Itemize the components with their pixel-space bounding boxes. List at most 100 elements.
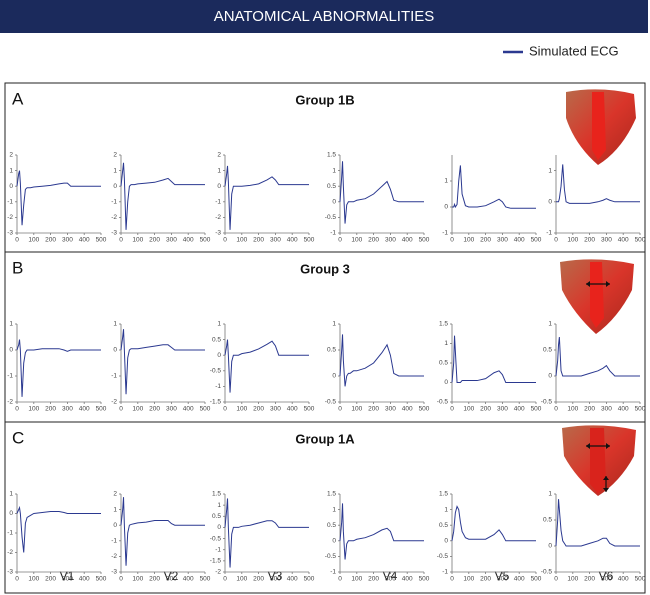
x-tick-label: 0 bbox=[223, 237, 227, 244]
ecg-line bbox=[120, 329, 205, 395]
x-tick-label: 400 bbox=[514, 406, 525, 413]
y-tick-label: -2 bbox=[7, 549, 13, 556]
x-tick-label: 200 bbox=[149, 576, 160, 583]
y-tick-label: 0 bbox=[444, 538, 448, 545]
x-tick-label: 0 bbox=[338, 406, 342, 413]
y-tick-label: -1 bbox=[546, 230, 552, 237]
y-tick-label: -2 bbox=[7, 399, 13, 406]
y-tick-label: 0.5 bbox=[327, 183, 336, 190]
x-tick-label: 500 bbox=[96, 576, 107, 583]
y-tick-label: 1 bbox=[217, 321, 221, 328]
y-tick-label: 1 bbox=[113, 167, 117, 174]
y-tick-label: 0.5 bbox=[439, 522, 448, 529]
x-tick-label: 200 bbox=[253, 237, 264, 244]
x-tick-label: 400 bbox=[183, 406, 194, 413]
x-tick-label: 100 bbox=[351, 237, 362, 244]
x-tick-label: 0 bbox=[554, 237, 558, 244]
x-tick-label: 300 bbox=[385, 237, 396, 244]
y-tick-label: -1 bbox=[7, 530, 13, 537]
x-tick-label: 400 bbox=[402, 576, 413, 583]
ecg-line bbox=[120, 497, 205, 566]
header-title: ANATOMICAL ABNORMALITIES bbox=[214, 8, 435, 25]
y-tick-label: 0 bbox=[444, 204, 448, 211]
y-tick-label: -1 bbox=[111, 373, 117, 380]
x-tick-label: 100 bbox=[28, 406, 39, 413]
ecg-line bbox=[339, 334, 424, 387]
x-tick-label: 500 bbox=[200, 406, 211, 413]
x-tick-label: 500 bbox=[419, 237, 430, 244]
y-tick-label: -1 bbox=[330, 569, 336, 576]
y-tick-label: -1 bbox=[215, 546, 221, 553]
header-bar bbox=[0, 0, 648, 33]
x-tick-label: 0 bbox=[554, 406, 558, 413]
y-tick-label: -0.5 bbox=[325, 553, 337, 560]
x-tick-label: 300 bbox=[601, 406, 612, 413]
x-tick-label: 200 bbox=[149, 406, 160, 413]
x-tick-label: 400 bbox=[183, 576, 194, 583]
x-tick-label: 0 bbox=[119, 576, 123, 583]
y-tick-label: 1 bbox=[332, 506, 336, 513]
ecg-line bbox=[16, 170, 101, 226]
x-tick-label: 100 bbox=[351, 576, 362, 583]
y-tick-label: 1 bbox=[332, 321, 336, 328]
x-tick-label: 500 bbox=[419, 576, 430, 583]
x-tick-label: 400 bbox=[618, 406, 629, 413]
x-tick-label: 100 bbox=[28, 576, 39, 583]
y-tick-label: -1 bbox=[442, 230, 448, 237]
x-tick-label: 400 bbox=[287, 237, 298, 244]
x-tick-label: 500 bbox=[531, 237, 542, 244]
y-tick-label: 0.5 bbox=[212, 513, 221, 520]
y-tick-label: 0 bbox=[113, 183, 117, 190]
x-tick-label: 200 bbox=[368, 576, 379, 583]
y-tick-label: 1 bbox=[9, 491, 13, 498]
y-tick-label: 1.5 bbox=[327, 152, 336, 159]
x-tick-label: 400 bbox=[402, 406, 413, 413]
x-tick-label: 300 bbox=[62, 237, 73, 244]
x-tick-label: 400 bbox=[514, 237, 525, 244]
y-tick-label: 0 bbox=[113, 522, 117, 529]
y-tick-label: 2 bbox=[113, 491, 117, 498]
y-tick-label: 0.5 bbox=[439, 360, 448, 367]
x-tick-label: 100 bbox=[463, 576, 474, 583]
x-tick-label: 200 bbox=[480, 576, 491, 583]
x-tick-label: 0 bbox=[338, 576, 342, 583]
x-tick-label: 200 bbox=[480, 406, 491, 413]
y-tick-label: 0.5 bbox=[543, 517, 552, 524]
x-tick-label: 200 bbox=[253, 406, 264, 413]
panel-letter: A bbox=[12, 89, 24, 108]
y-tick-label: 1 bbox=[9, 321, 13, 328]
y-tick-label: 0 bbox=[444, 379, 448, 386]
y-tick-label: 1 bbox=[332, 167, 336, 174]
x-tick-label: 200 bbox=[45, 576, 56, 583]
y-tick-label: 0 bbox=[217, 524, 221, 531]
y-tick-label: 1.5 bbox=[327, 491, 336, 498]
x-tick-label: 0 bbox=[119, 406, 123, 413]
y-tick-label: 0 bbox=[9, 347, 13, 354]
x-tick-label: 300 bbox=[497, 237, 508, 244]
x-tick-label: 500 bbox=[635, 576, 646, 583]
y-tick-label: 1.5 bbox=[212, 491, 221, 498]
legend-label: Simulated ECG bbox=[529, 43, 619, 58]
x-tick-label: 300 bbox=[62, 576, 73, 583]
x-tick-label: 0 bbox=[450, 237, 454, 244]
y-tick-label: 1 bbox=[217, 167, 221, 174]
x-tick-label: 300 bbox=[166, 406, 177, 413]
ecg-line bbox=[339, 503, 424, 560]
x-tick-label: 200 bbox=[584, 237, 595, 244]
x-tick-label: 300 bbox=[385, 576, 396, 583]
y-tick-label: -0.5 bbox=[210, 368, 222, 375]
y-tick-label: 0 bbox=[332, 199, 336, 206]
x-tick-label: 100 bbox=[132, 576, 143, 583]
lead-label: V6 bbox=[599, 569, 614, 583]
ecg-line bbox=[452, 165, 536, 209]
x-tick-label: 200 bbox=[480, 237, 491, 244]
x-tick-label: 200 bbox=[368, 237, 379, 244]
y-tick-label: -0.5 bbox=[325, 399, 337, 406]
y-tick-label: 0 bbox=[9, 510, 13, 517]
x-tick-label: 200 bbox=[584, 406, 595, 413]
frame bbox=[4, 82, 646, 594]
x-tick-label: 0 bbox=[450, 406, 454, 413]
x-tick-label: 100 bbox=[236, 237, 247, 244]
lead-label: V2 bbox=[164, 569, 179, 583]
y-tick-label: 0.5 bbox=[543, 347, 552, 354]
